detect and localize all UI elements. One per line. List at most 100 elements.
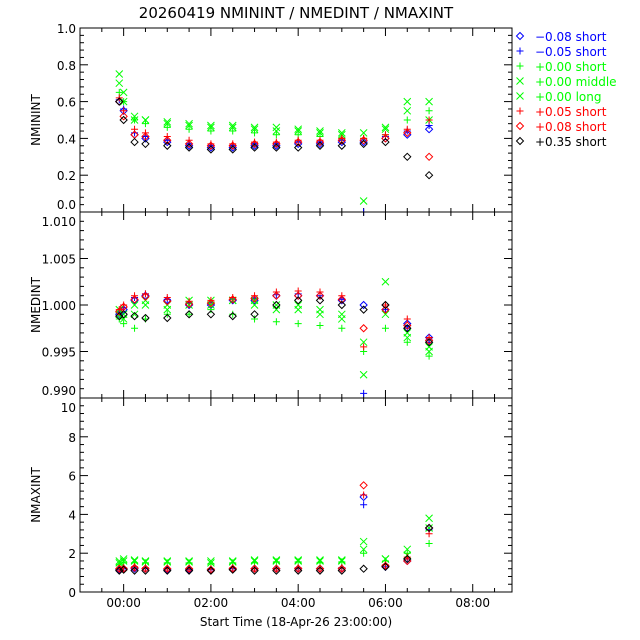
legend-label: +0.00 middle xyxy=(535,75,617,89)
data-point xyxy=(163,117,172,126)
legend-item: +0.08 short xyxy=(515,120,607,134)
legend-marker-x-icon xyxy=(516,77,524,85)
data-point xyxy=(228,564,237,573)
x-tick-label: 04:00 xyxy=(281,596,316,610)
x-tick-label: 02:00 xyxy=(194,596,229,610)
data-point xyxy=(359,492,368,502)
y-tick-label: 8 xyxy=(68,431,76,445)
data-point xyxy=(337,129,346,137)
data-point xyxy=(130,557,139,565)
data-point xyxy=(130,566,139,575)
data-point xyxy=(272,556,281,564)
data-point xyxy=(115,566,124,575)
data-point xyxy=(251,129,259,137)
data-point xyxy=(206,145,216,154)
data-point xyxy=(337,141,347,150)
data-point xyxy=(338,324,346,332)
data-point xyxy=(359,324,368,333)
data-point xyxy=(425,116,433,124)
data-point xyxy=(119,115,128,125)
data-point xyxy=(381,277,390,286)
data-point xyxy=(119,310,128,319)
data-point xyxy=(250,564,259,573)
data-point xyxy=(294,125,303,134)
data-point xyxy=(130,301,139,309)
y-tick-label: 1.0 xyxy=(57,22,76,36)
y-tick-label: 0.0 xyxy=(57,198,76,212)
data-point xyxy=(294,557,303,565)
data-point xyxy=(337,295,347,304)
data-point xyxy=(131,324,139,332)
data-point xyxy=(337,130,346,139)
data-point xyxy=(184,143,194,152)
data-point xyxy=(315,296,325,305)
data-point xyxy=(141,557,150,565)
y-tick-label: 0 xyxy=(68,586,76,600)
data-point xyxy=(228,565,237,574)
series-3 xyxy=(115,79,433,139)
legend-item: +0.05 short xyxy=(516,105,607,119)
legend-label: +0.08 short xyxy=(535,120,607,134)
series-4 xyxy=(115,524,433,565)
data-point xyxy=(403,554,412,564)
x-axis-label: Start Time (18-Apr-26 23:00:00) xyxy=(200,615,392,629)
data-point xyxy=(381,134,390,143)
data-point xyxy=(381,137,390,147)
y-tick-label: 2 xyxy=(68,547,76,561)
data-point xyxy=(141,139,150,149)
data-point xyxy=(316,565,324,573)
data-point xyxy=(184,139,194,149)
y-tick-label: 0.4 xyxy=(57,132,76,146)
data-point xyxy=(251,565,259,573)
series-7 xyxy=(115,97,434,180)
data-point xyxy=(424,337,434,347)
data-point xyxy=(163,564,172,573)
data-point xyxy=(337,310,346,319)
data-point xyxy=(130,311,139,321)
data-point xyxy=(141,292,150,301)
data-point xyxy=(184,310,194,319)
data-point xyxy=(381,561,390,571)
data-point xyxy=(228,141,237,150)
data-point xyxy=(207,123,215,132)
data-point xyxy=(228,121,237,130)
data-point xyxy=(272,566,281,575)
data-point xyxy=(119,555,128,563)
data-point xyxy=(207,559,215,567)
data-point xyxy=(119,88,128,97)
y-axis-label: NMAXINT xyxy=(29,467,43,523)
data-point xyxy=(207,557,215,565)
data-point xyxy=(337,566,347,575)
data-point xyxy=(115,311,124,321)
data-point xyxy=(119,97,128,106)
data-point xyxy=(120,320,128,328)
data-point xyxy=(425,347,433,356)
data-point xyxy=(207,296,215,304)
data-point xyxy=(272,318,280,326)
data-point xyxy=(250,143,259,152)
data-point xyxy=(163,558,172,566)
legend-marker-diamond-icon xyxy=(515,136,525,146)
data-point xyxy=(206,310,216,319)
data-point xyxy=(425,334,433,342)
panel-nminint: 0.0 0.2 0.4 0.6 0.8 1.0 NMININT xyxy=(29,22,513,216)
data-point xyxy=(185,125,193,133)
data-point xyxy=(424,336,434,345)
data-point xyxy=(163,313,172,323)
data-point xyxy=(119,310,128,319)
series-1 xyxy=(115,96,433,216)
data-point xyxy=(272,565,280,573)
data-point xyxy=(206,566,216,575)
data-point xyxy=(424,523,434,533)
data-point xyxy=(163,557,172,565)
data-point xyxy=(229,127,237,135)
data-point xyxy=(251,292,259,300)
data-point xyxy=(315,291,325,300)
data-point xyxy=(337,556,346,564)
legend-item: +0.00 short xyxy=(516,60,607,74)
data-point xyxy=(360,491,368,499)
data-point xyxy=(359,481,368,490)
x-tick-label: 06:00 xyxy=(368,596,403,610)
data-point xyxy=(293,137,303,147)
data-point xyxy=(119,565,128,574)
